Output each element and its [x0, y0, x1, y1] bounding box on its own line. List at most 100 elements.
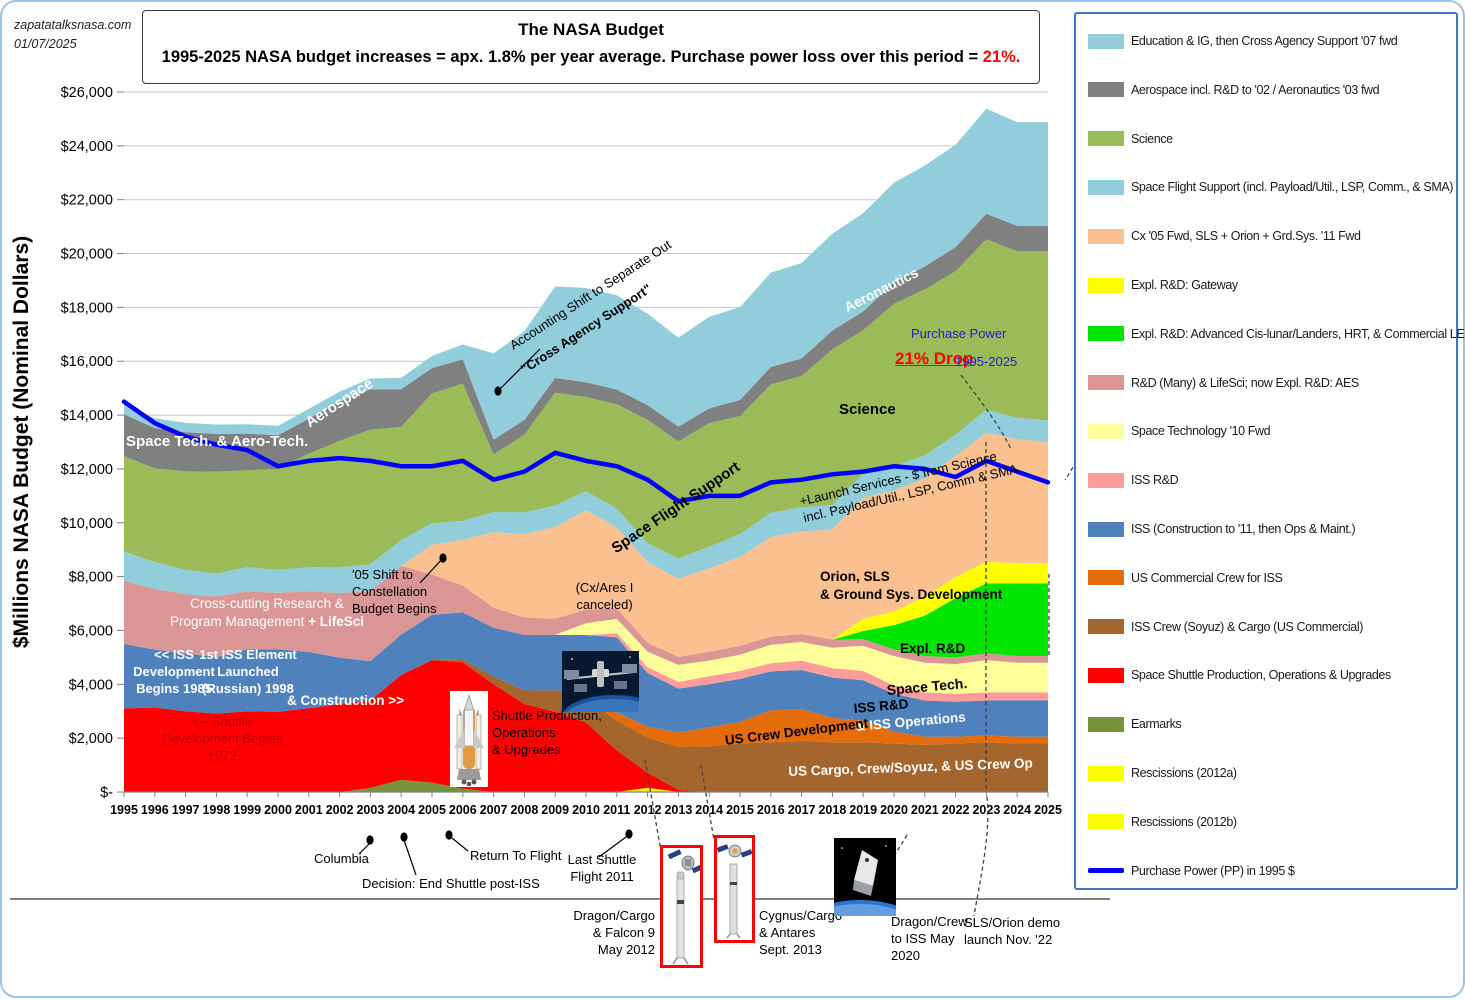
y-tick-label: $16,000	[61, 354, 113, 370]
annotation-dot	[400, 832, 408, 842]
watermark-date: 01/07/2025	[14, 36, 77, 51]
x-tick-label: 2018	[818, 803, 846, 817]
x-tick-label: 2011	[603, 803, 630, 817]
y-tick-label: $10,000	[61, 516, 113, 532]
legend-label: Expl. R&D: Gateway	[1131, 278, 1238, 292]
watermark: zapatatalksnasa.com 01/07/2025	[14, 16, 131, 54]
legend-color-swatch	[1088, 33, 1124, 49]
purchase-power-line	[121, 399, 1051, 504]
y-tick-label: $24,000	[61, 139, 113, 155]
legend-line-swatch	[1088, 868, 1124, 874]
leader-line	[451, 837, 469, 852]
y-tick-label: $6,000	[69, 623, 113, 639]
x-tick-label: 2022	[942, 803, 970, 817]
legend-color-swatch	[1088, 570, 1124, 586]
area-education-ig-then-cross-agency-support-07-fwd	[124, 108, 1048, 440]
legend-label: Expl. R&D: Advanced Cis-lunar/Landers, H…	[1131, 326, 1465, 341]
legend-item: Earmarks	[1088, 714, 1182, 734]
annotation-dot	[445, 830, 453, 840]
x-tick-label: 2017	[788, 803, 816, 817]
legend-label: ISS Crew (Soyuz) & Cargo (US Commercial)	[1131, 619, 1363, 634]
space-shuttle-icon	[450, 691, 488, 787]
dashed-connector	[644, 759, 662, 852]
iss-photo	[562, 651, 666, 743]
legend-item: ISS R&D	[1088, 470, 1179, 490]
legend-label: Space Shuttle Production, Operations & U…	[1131, 668, 1391, 683]
x-tick-label: 2024	[1003, 803, 1031, 817]
chart-title: The NASA Budget	[518, 20, 664, 39]
legend-color-swatch	[1088, 131, 1124, 147]
x-tick-label: 2025	[1034, 803, 1062, 817]
legend-label: Space Technology '10 Fwd	[1131, 424, 1271, 439]
x-tick-label: 2000	[264, 803, 292, 817]
legend-color-swatch	[1088, 82, 1124, 98]
x-tick-label: 1999	[233, 803, 261, 817]
x-tick-label: 1998	[202, 803, 230, 817]
area-us-commercial-crew-for-iss	[124, 659, 1048, 747]
y-tick-label: $8,000	[69, 570, 113, 586]
legend-item: Rescissions (2012a)	[1088, 763, 1237, 783]
x-tick-label: 1995	[110, 803, 138, 817]
subtitle-text: 1995-2025 NASA budget increases = apx. 1…	[161, 48, 983, 66]
crew-dragon-photo	[802, 838, 918, 956]
leader-line	[403, 839, 417, 876]
y-tick-label: $12,000	[61, 462, 113, 478]
antares-cygnus-icon	[714, 835, 755, 943]
title-box: The NASA Budget 1995-2025 NASA budget in…	[142, 10, 1040, 84]
leader-line	[497, 348, 541, 392]
legend-color-swatch	[1088, 716, 1124, 732]
legend-label: R&D (Many) & LifeSci; now Expl. R&D: AES	[1131, 375, 1359, 390]
annotation-dot	[366, 835, 374, 845]
y-tick-label: $18,000	[61, 300, 113, 316]
y-tick-label: $2,000	[69, 731, 113, 747]
legend-item: Science	[1088, 129, 1173, 149]
legend-label: Education & IG, then Cross Agency Suppor…	[1131, 34, 1398, 48]
legend-color-swatch	[1088, 667, 1124, 683]
legend-label: Rescissions (2012b)	[1131, 814, 1237, 829]
x-tick-label: 2023	[972, 803, 1000, 817]
x-tick-label: 2003	[356, 803, 384, 817]
legend-label: ISS R&D	[1131, 473, 1179, 488]
y-axis-title: $Millions NASA Budget (Nominal Dollars)	[10, 236, 33, 648]
legend-item: Expl. R&D: Gateway	[1088, 275, 1238, 295]
area-space-shuttle-production-operations-upgrades	[124, 660, 1048, 792]
dashed-connector	[700, 764, 715, 841]
x-tick-label: 2008	[510, 803, 538, 817]
area-iss-crew-soyuz-cargo-us-commercial	[124, 659, 1048, 792]
x-tick-label: 2006	[449, 803, 477, 817]
area-science	[124, 239, 1048, 574]
x-tick-label: 2021	[911, 803, 939, 817]
x-tick-label: 2009	[541, 803, 569, 817]
falcon9-dragon-icon	[660, 845, 706, 968]
legend-item: R&D (Many) & LifeSci; now Expl. R&D: AES	[1088, 373, 1359, 393]
x-tick-label: 2020	[880, 803, 908, 817]
legend-item: Space Flight Support (incl. Payload/Util…	[1088, 177, 1453, 197]
legend-item: Rescissions (2012b)	[1088, 812, 1237, 832]
subtitle-highlight: 21%.	[982, 48, 1021, 66]
dashed-connector	[960, 374, 1012, 450]
legend-label: Space Flight Support (incl. Payload/Util…	[1131, 180, 1454, 195]
legend-item: ISS (Construction to '11, then Ops & Mai…	[1088, 519, 1356, 539]
annotation-dot	[625, 829, 633, 839]
legend-item: ISS Crew (Soyuz) & Cargo (US Commercial)	[1088, 617, 1363, 637]
legend-item: Purchase Power (PP) in 1995 $	[1088, 861, 1295, 881]
x-tick-label: 2001	[295, 803, 323, 817]
legend-label: Aerospace incl. R&D to '02 / Aeronautics…	[1131, 82, 1380, 97]
area-space-flight-support-incl-payload-util-lsp-comm-sma	[124, 409, 1048, 597]
legend-label: Rescissions (2012a)	[1131, 766, 1237, 780]
area-aerospace-incl-r-d-to-02-aeronautics-03-fwd	[124, 213, 1048, 472]
legend-label: Cx '05 Fwd, SLS + Orion + Grd.Sys. '11 F…	[1131, 229, 1361, 244]
y-tick-label: $22,000	[61, 193, 113, 209]
x-tick-label: 1996	[141, 803, 169, 817]
legend-item: Space Shuttle Production, Operations & U…	[1088, 665, 1391, 685]
watermark-site: zapatatalksnasa.com	[14, 18, 132, 32]
x-tick-label: 2010	[572, 803, 600, 817]
area-cx-05-fwd-sls-orion-grd-sys-11-fwd	[124, 432, 1048, 657]
dashed-connector	[887, 834, 908, 867]
legend-color-swatch	[1088, 179, 1124, 195]
legend-item: Expl. R&D: Advanced Cis-lunar/Landers, H…	[1088, 324, 1465, 344]
legend-item: Aerospace incl. R&D to '02 / Aeronautics…	[1088, 80, 1380, 100]
legend: Education & IG, then Cross Agency Suppor…	[1074, 12, 1465, 890]
legend-label: Purchase Power (PP) in 1995 $	[1131, 863, 1295, 878]
legend-color-swatch	[1088, 326, 1124, 342]
